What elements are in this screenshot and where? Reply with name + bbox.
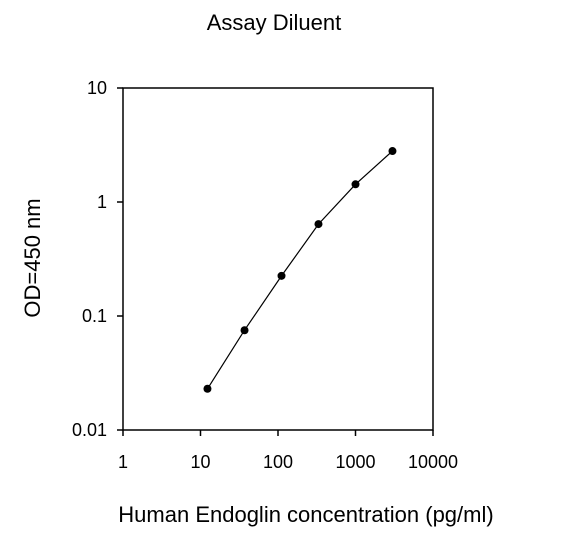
data-point	[314, 220, 323, 229]
x-tick-label: 10000	[408, 452, 458, 472]
series-layer	[203, 147, 397, 393]
data-point	[277, 271, 286, 280]
y-tick-label: 0.1	[82, 306, 107, 326]
y-tick-label: 0.01	[72, 420, 107, 440]
data-point	[351, 180, 360, 189]
x-axis: 1 10 100 1000 10000	[118, 430, 458, 472]
chart-title: Assay Diluent	[207, 10, 342, 35]
y-tick-label: 10	[87, 78, 107, 98]
x-axis-label: Human Endoglin concentration (pg/ml)	[118, 502, 493, 527]
series-line	[206, 150, 393, 390]
x-tick-label: 1000	[335, 452, 375, 472]
x-tick-label: 1	[118, 452, 128, 472]
y-tick-label: 1	[97, 192, 107, 212]
y-axis: 0.01 0.1 1 10	[72, 78, 123, 440]
data-point	[240, 326, 249, 335]
data-point	[388, 147, 397, 156]
x-tick-label: 100	[263, 452, 293, 472]
y-axis-label: OD=450 nm	[20, 198, 45, 317]
plot-area-frame	[122, 87, 434, 431]
x-tick-label: 10	[190, 452, 210, 472]
data-point	[203, 384, 212, 393]
